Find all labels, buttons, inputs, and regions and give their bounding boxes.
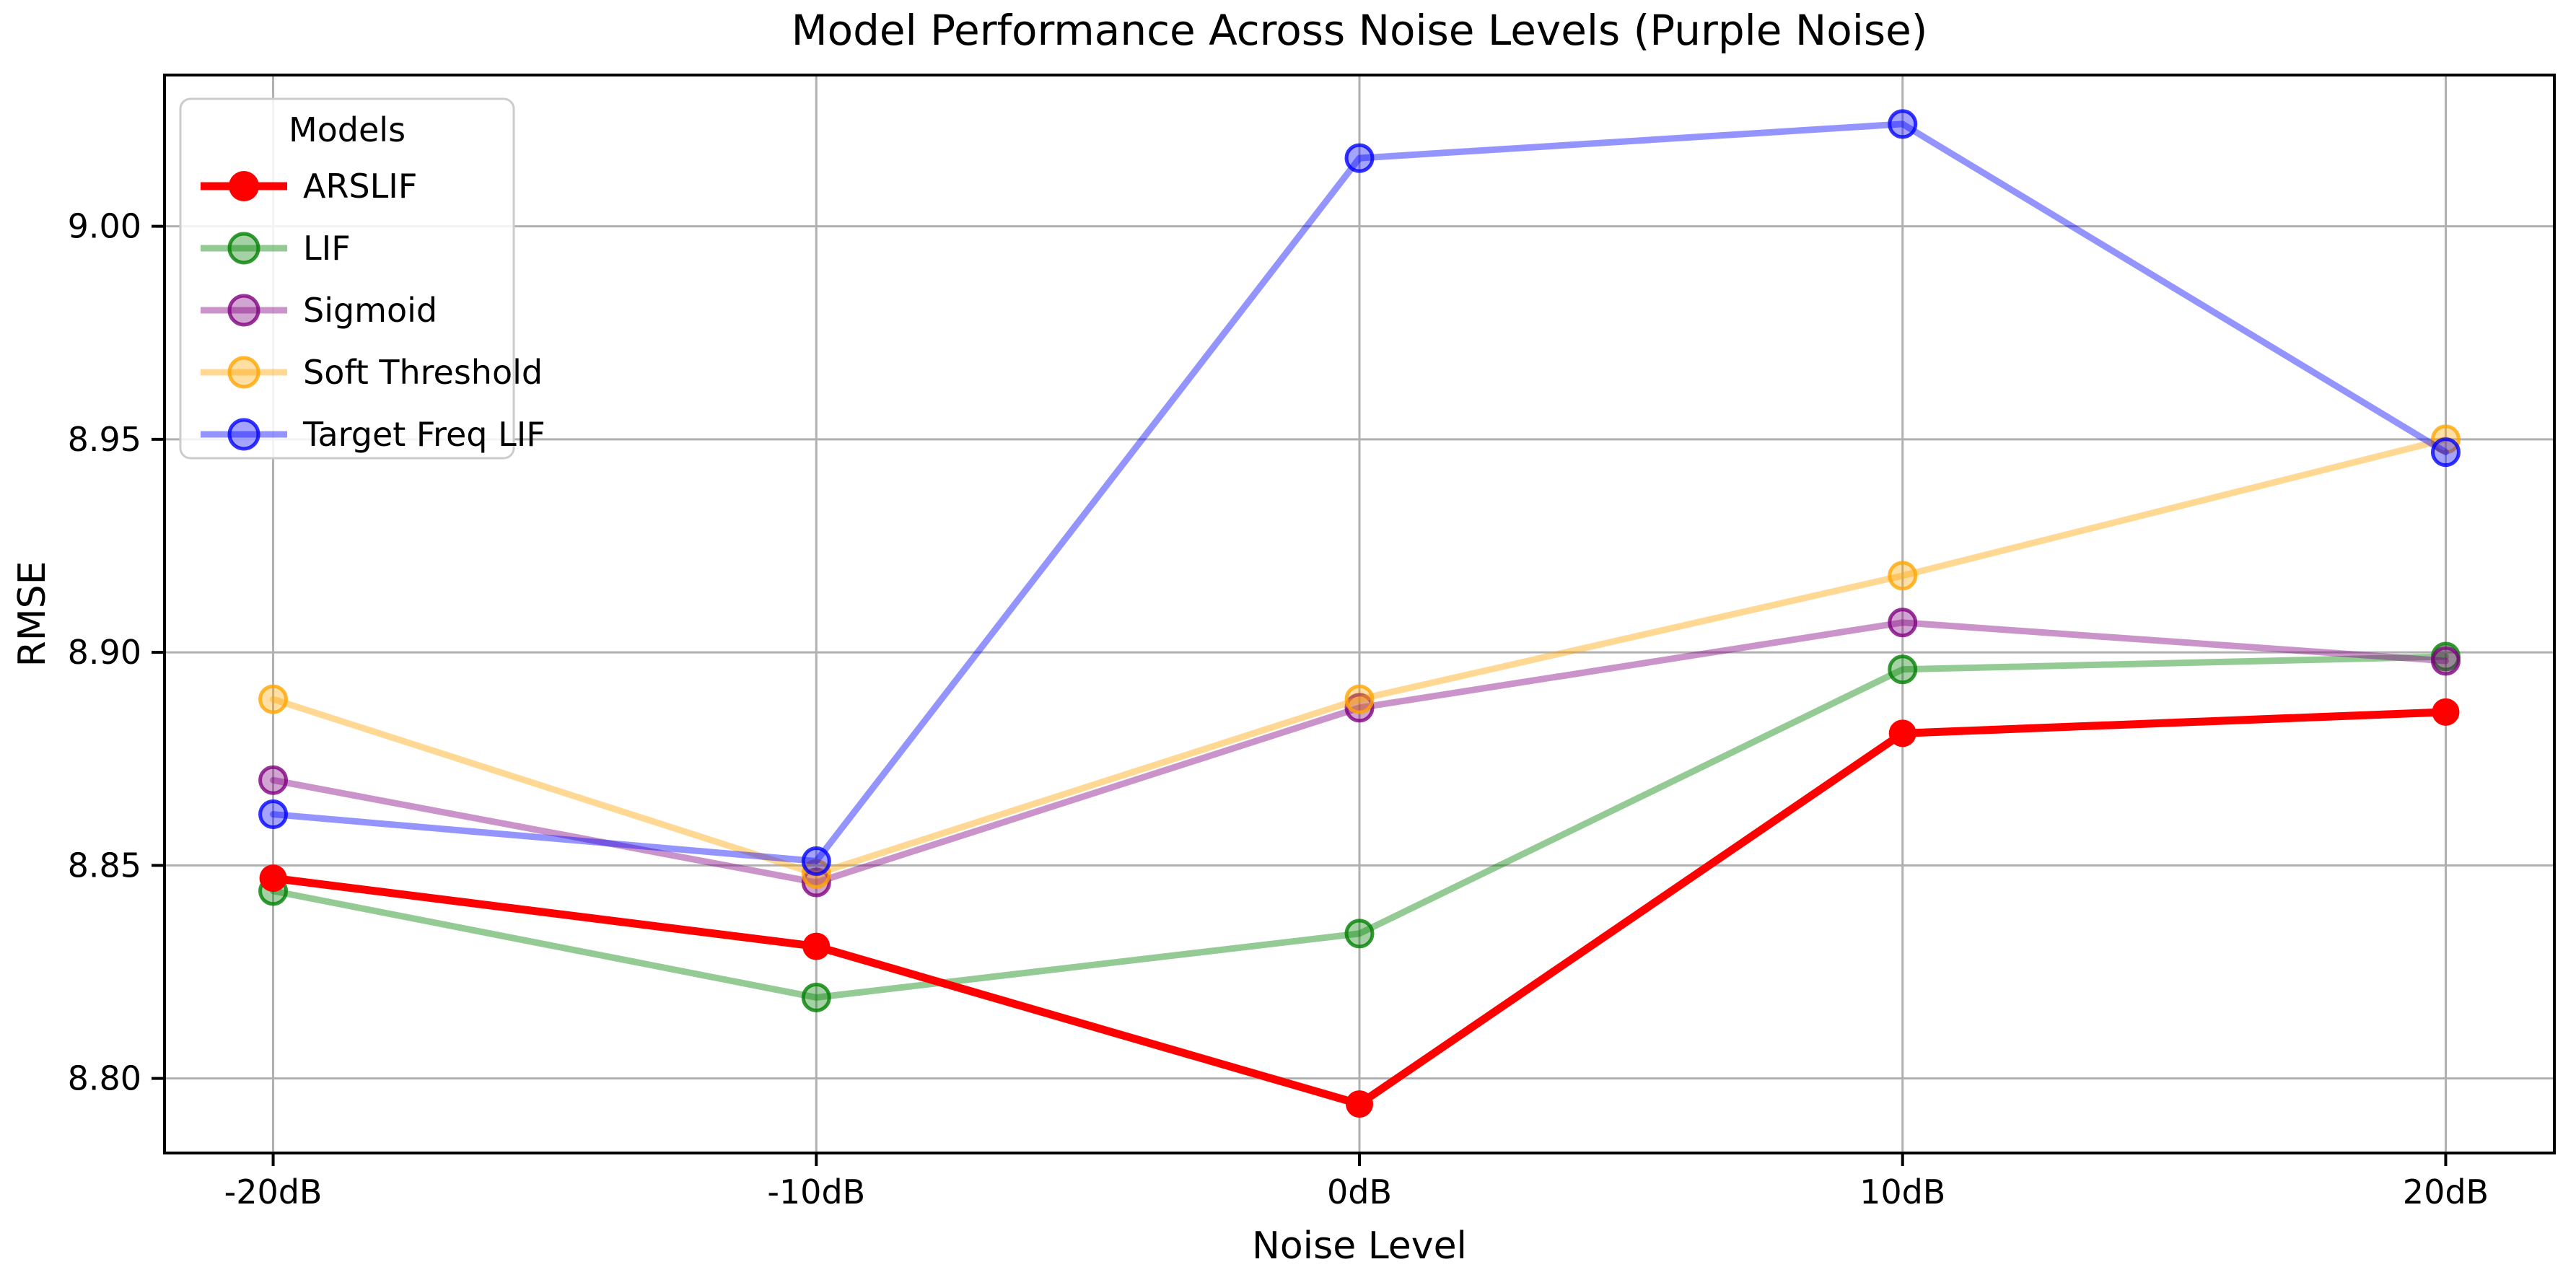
- legend-key-marker-soft-threshold: [227, 356, 260, 389]
- x-tick-label-20db: 20dB: [2403, 1172, 2489, 1211]
- legend-label-soft-threshold: Soft Threshold: [303, 353, 543, 392]
- data-point-lif-0db: [1344, 919, 1375, 949]
- x-tick-label-10db: -10dB: [767, 1172, 865, 1211]
- legend-key-marker-arslif: [229, 171, 259, 201]
- x-tick-label-10db: 10dB: [1859, 1172, 1945, 1211]
- legend-label-lif: LIF: [303, 229, 351, 268]
- legend-key-marker-lif: [227, 232, 260, 265]
- data-point-soft-threshold-20db: [258, 684, 289, 714]
- legend-label-target-freq-lif: Target Freq LIF: [302, 415, 546, 454]
- x-tick-label-0db: 0dB: [1327, 1172, 1392, 1211]
- series-line-soft-threshold: [270, 436, 2449, 877]
- data-point-soft-threshold-0db: [1344, 684, 1375, 714]
- data-point-arslif-20db: [2432, 698, 2460, 726]
- y-tick-label-8-80: 8.80: [68, 1059, 141, 1098]
- data-point-sigmoid-20db: [258, 765, 289, 795]
- legend-key-marker-target-freq-lif: [227, 418, 260, 451]
- y-axis-label: RMSE: [11, 561, 54, 667]
- x-axis-label: Noise Level: [1252, 1224, 1467, 1268]
- legend-key-marker-sigmoid: [227, 294, 260, 327]
- data-point-arslif-10db: [1888, 719, 1916, 748]
- series-line-sigmoid: [270, 619, 2449, 886]
- data-point-sigmoid-10db: [1888, 608, 1918, 638]
- series-line-target-freq-lif: [270, 120, 2449, 864]
- data-point-sigmoid-20db: [2430, 646, 2461, 676]
- x-tick-label-20db: -20dB: [224, 1172, 323, 1211]
- data-point-target-freq-lif-20db: [2430, 437, 2461, 468]
- legend-box: [179, 97, 515, 460]
- data-point-sigmoid-0db: [1344, 693, 1375, 723]
- data-point-target-freq-lif-10db: [801, 846, 831, 876]
- data-point-target-freq-lif-20db: [258, 799, 289, 830]
- legend-label-arslif: ARSLIF: [303, 167, 417, 206]
- data-point-arslif-0db: [1346, 1090, 1373, 1118]
- data-point-target-freq-lif-0db: [1344, 143, 1375, 173]
- series-line-lif: [270, 653, 2449, 1001]
- data-point-target-freq-lif-10db: [1888, 109, 1918, 139]
- chart-title: Model Performance Across Noise Levels (P…: [792, 6, 1928, 55]
- data-point-arslif-20db: [259, 864, 287, 893]
- data-point-soft-threshold-10db: [1888, 561, 1918, 591]
- y-tick-label-8-90: 8.90: [68, 633, 141, 672]
- legend-label-sigmoid: Sigmoid: [303, 291, 437, 330]
- y-tick-label-9-00: 9.00: [68, 207, 141, 246]
- data-point-lif-10db: [1888, 654, 1918, 685]
- legend-title: Models: [289, 110, 406, 149]
- y-tick-label-8-85: 8.85: [68, 846, 141, 885]
- data-point-sigmoid-10db: [801, 867, 831, 898]
- data-point-arslif-10db: [802, 932, 831, 960]
- y-tick-label-8-95: 8.95: [68, 420, 141, 459]
- data-point-lif-10db: [801, 982, 831, 1012]
